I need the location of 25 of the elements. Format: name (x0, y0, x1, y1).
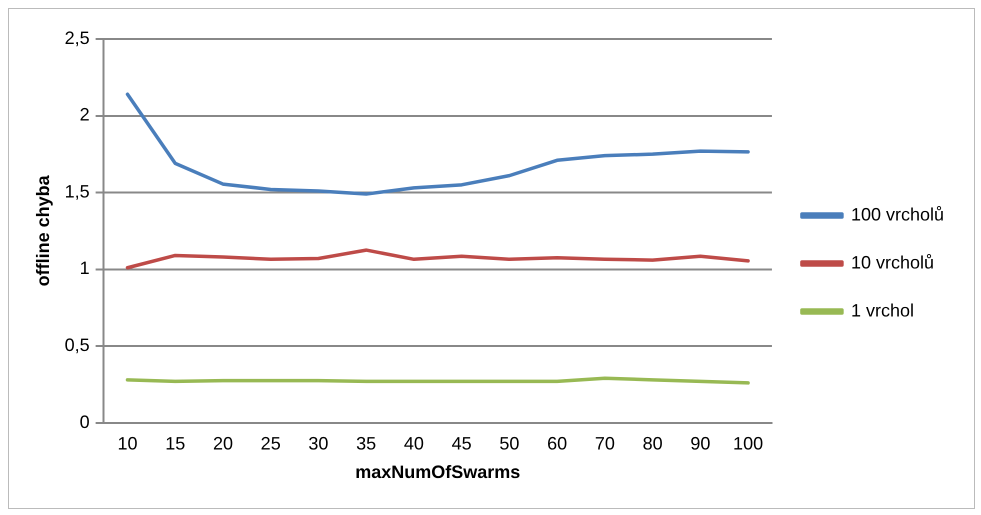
x-tick-label: 25 (260, 434, 281, 454)
x-axis-title: maxNumOfSwarms (355, 462, 520, 482)
legend-label: 100 vrcholů (850, 204, 944, 224)
legend-label: 10 vrcholů (850, 252, 934, 272)
x-tick-label: 20 (212, 434, 233, 454)
x-tick-label: 40 (404, 434, 424, 454)
x-tick-label: 80 (642, 434, 663, 454)
x-tick-label: 70 (594, 434, 615, 454)
y-tick-label: 1,5 (64, 181, 90, 202)
y-tick-label: 1 (80, 258, 90, 278)
x-tick-label: 15 (165, 434, 186, 454)
x-tick-label: 50 (499, 434, 520, 454)
x-tick-label: 35 (356, 434, 376, 454)
x-tick-label: 30 (308, 434, 328, 454)
y-tick-label: 2,5 (64, 28, 90, 48)
x-tick-label: 90 (690, 434, 710, 454)
y-tick-label: 2 (80, 104, 90, 125)
legend-label: 1 vrchol (850, 300, 914, 320)
y-axis-title: offline chyba (32, 174, 53, 286)
x-tick-label: 10 (117, 434, 138, 454)
x-tick-label: 60 (547, 434, 568, 454)
y-tick-label: 0 (80, 412, 90, 432)
y-tick-label: 0,5 (64, 335, 90, 356)
x-tick-label: 45 (452, 434, 472, 454)
x-tick-label: 100 (733, 434, 764, 454)
